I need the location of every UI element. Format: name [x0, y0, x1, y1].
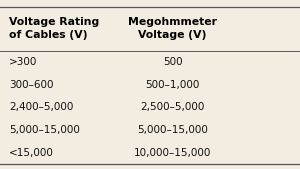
Text: 300–600: 300–600	[9, 80, 53, 90]
Text: 500–1,000: 500–1,000	[145, 80, 200, 90]
Text: <15,000: <15,000	[9, 148, 54, 158]
Text: Voltage Rating
of Cables (V): Voltage Rating of Cables (V)	[9, 17, 99, 40]
Text: 500: 500	[163, 57, 182, 67]
Text: Megohmmeter
Voltage (V): Megohmmeter Voltage (V)	[128, 17, 217, 40]
Text: 5,000–15,000: 5,000–15,000	[9, 125, 80, 135]
Text: 2,500–5,000: 2,500–5,000	[140, 102, 205, 112]
Text: 5,000–15,000: 5,000–15,000	[137, 125, 208, 135]
Text: 2,400–5,000: 2,400–5,000	[9, 102, 74, 112]
Text: >300: >300	[9, 57, 38, 67]
Text: 10,000–15,000: 10,000–15,000	[134, 148, 211, 158]
